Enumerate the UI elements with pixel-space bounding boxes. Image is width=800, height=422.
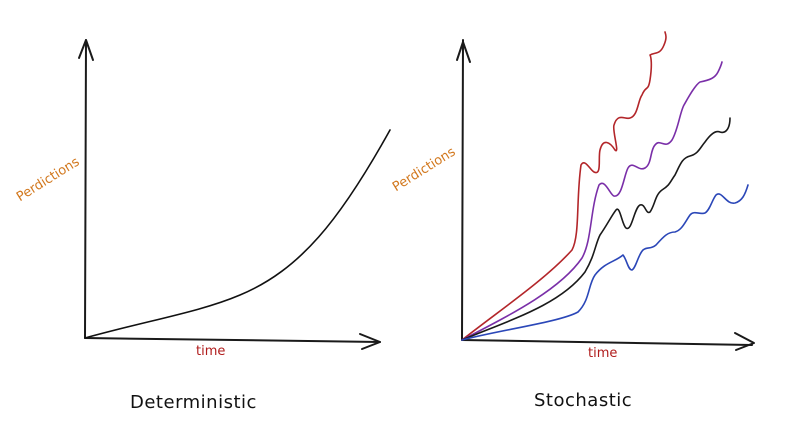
stochastic-x-axis — [461, 339, 753, 346]
deterministic-x-axis-arrowhead — [359, 333, 381, 350]
deterministic-curve — [84, 129, 391, 339]
stochastic-x-axis-arrowhead — [734, 332, 755, 351]
stochastic-x-label: time — [588, 346, 618, 361]
stochastic-curve-black — [461, 117, 731, 341]
stochastic-curve-red — [461, 31, 667, 341]
deterministic-panel — [78, 39, 391, 350]
stochastic-curve-blue — [461, 184, 749, 341]
deterministic-caption: Deterministic — [130, 392, 257, 413]
deterministic-x-label: time — [196, 344, 226, 359]
deterministic-x-axis — [84, 337, 381, 343]
deterministic-y-axis — [84, 39, 87, 339]
stochastic-y-axis-arrowhead — [456, 41, 471, 63]
stochastic-panel — [456, 31, 755, 351]
deterministic-y-axis-arrowhead — [78, 39, 94, 61]
stochastic-y-axis — [461, 39, 464, 341]
stochastic-curve-purple — [461, 61, 723, 341]
stochastic-caption: Stochastic — [534, 390, 633, 411]
